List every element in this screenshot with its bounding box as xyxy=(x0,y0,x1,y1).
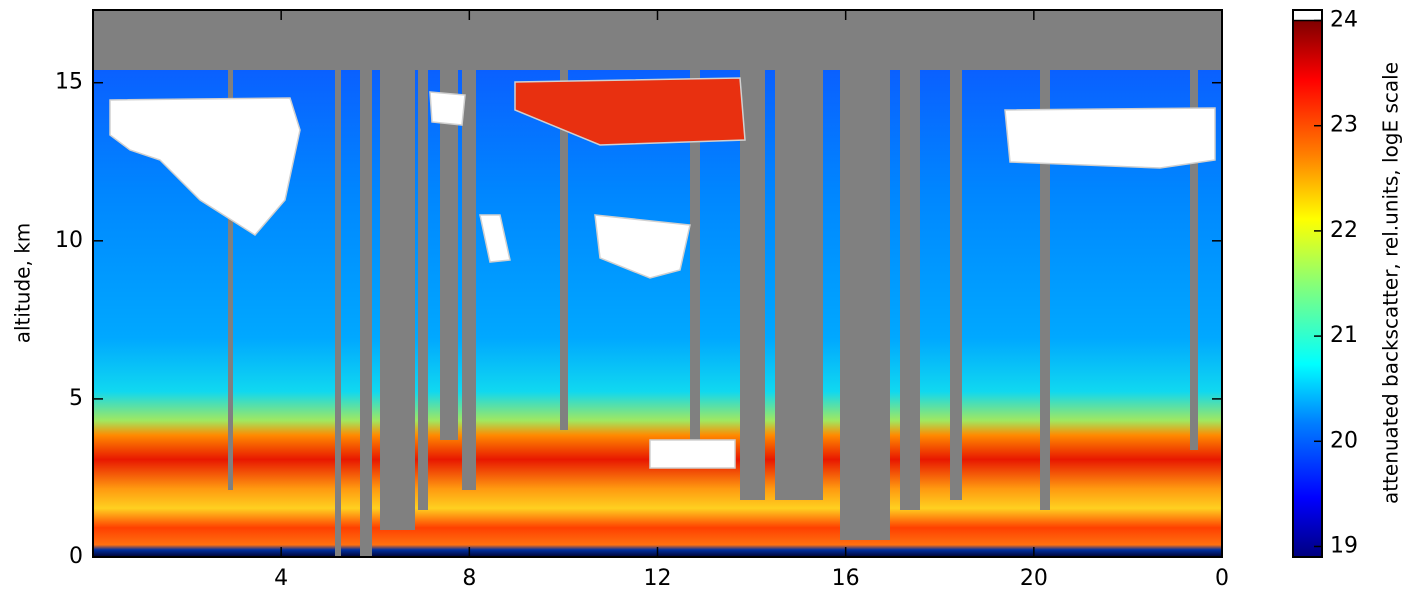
x-tick-label: 12 xyxy=(644,566,672,591)
x-tick-label: 8 xyxy=(462,566,476,591)
x-tick-label: 16 xyxy=(832,566,860,591)
colorbar-extension xyxy=(1292,9,1323,22)
colorbar-gradient xyxy=(1293,20,1322,558)
y-tick-label: 10 xyxy=(55,228,83,253)
colorbar-tick-label: 23 xyxy=(1330,113,1358,138)
y-tick-label: 5 xyxy=(69,386,83,411)
x-tick-label: 20 xyxy=(1020,566,1048,591)
x-tick-label: 0 xyxy=(1215,566,1229,591)
colorbar-tick-label: 21 xyxy=(1330,323,1358,348)
y-tick-label: 0 xyxy=(69,544,83,569)
y-axis-label: altitude, km xyxy=(11,223,35,344)
y-tick-label: 15 xyxy=(55,70,83,95)
colorbar-label: attenuated backscatter, rel.units, logE … xyxy=(1379,62,1403,504)
colorbar-tick-label: 24 xyxy=(1330,8,1358,33)
no-data-columns xyxy=(228,70,1198,557)
colorbar-tick-label: 19 xyxy=(1330,533,1358,558)
colorbar-tick-label: 22 xyxy=(1330,218,1358,243)
cloud-regions xyxy=(109,77,1216,469)
colorbar-tick-label: 20 xyxy=(1330,428,1358,453)
colorbar: attenuated backscatter, rel.units, logE … xyxy=(1292,9,1403,558)
heatmap-image xyxy=(93,10,1222,557)
x-tick-label: 4 xyxy=(274,566,288,591)
colorbar-frame xyxy=(1292,9,1323,558)
